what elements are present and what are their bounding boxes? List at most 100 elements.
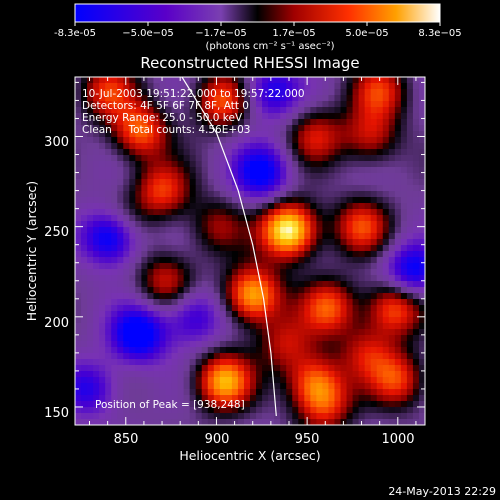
heatmap-cell: [388, 287, 396, 294]
heatmap-cell: [237, 89, 245, 96]
heatmap-cell: [177, 251, 185, 258]
heatmap-cell: [105, 413, 112, 420]
heatmap-cell: [159, 281, 167, 288]
heatmap-cell: [358, 191, 366, 198]
heatmap-cell: [268, 77, 275, 84]
heatmap-cell: [376, 401, 384, 408]
heatmap-cell: [213, 119, 221, 126]
heatmap-cell: [225, 113, 233, 120]
heatmap-cell: [171, 137, 179, 144]
heatmap-cell: [400, 317, 408, 324]
heatmap-cell: [123, 191, 130, 198]
heatmap-cell: [135, 245, 142, 252]
heatmap-cell: [394, 179, 402, 186]
heatmap-cell: [400, 203, 408, 210]
heatmap-cell: [93, 131, 100, 138]
heatmap-cell: [231, 167, 239, 174]
heatmap-cell: [358, 353, 366, 360]
heatmap-cell: [412, 113, 420, 120]
heatmap-cell: [280, 185, 287, 192]
heatmap-cell: [412, 239, 420, 246]
heatmap-cell: [123, 389, 130, 396]
heatmap-cell: [141, 137, 149, 144]
heatmap-cell: [111, 245, 118, 252]
heatmap-cell: [123, 131, 130, 138]
heatmap-cell: [207, 197, 215, 204]
heatmap-cell: [165, 407, 173, 414]
heatmap-cell: [141, 143, 149, 150]
heatmap-cell: [280, 305, 287, 312]
heatmap-cell: [237, 221, 245, 228]
heatmap-cell: [129, 107, 136, 114]
heatmap-cell: [147, 323, 155, 330]
heatmap-cell: [310, 167, 317, 174]
heatmap-cell: [418, 131, 425, 138]
heatmap-cell: [292, 335, 299, 342]
heatmap-cell: [268, 167, 275, 174]
heatmap-cell: [346, 419, 354, 425]
heatmap-cell: [268, 95, 275, 102]
heatmap-cell: [328, 125, 336, 132]
heatmap-cell: [111, 89, 118, 96]
heatmap-cell: [322, 125, 330, 132]
heatmap-cell: [298, 311, 305, 318]
heatmap-cell: [165, 323, 173, 330]
heatmap-cell: [99, 149, 106, 156]
heatmap-cell: [406, 77, 414, 84]
heatmap-cell: [177, 143, 185, 150]
heatmap-cell: [189, 329, 197, 336]
heatmap-cell: [105, 305, 112, 312]
heatmap-cell: [129, 125, 136, 132]
heatmap-cell: [280, 173, 287, 180]
heatmap-cell: [225, 77, 233, 84]
heatmap-cell: [412, 119, 420, 126]
heatmap-cell: [201, 95, 209, 102]
heatmap-cell: [406, 107, 414, 114]
heatmap-cell: [310, 137, 317, 144]
heatmap-cell: [316, 221, 324, 228]
heatmap-cell: [219, 275, 227, 282]
heatmap-cell: [340, 167, 348, 174]
heatmap-cell: [123, 371, 130, 378]
heatmap-cell: [153, 179, 161, 186]
heatmap-cell: [207, 203, 215, 210]
heatmap-cell: [352, 395, 360, 402]
heatmap-cell: [280, 281, 287, 288]
heatmap-cell: [219, 161, 227, 168]
heatmap-cell: [310, 95, 317, 102]
heatmap-cell: [111, 227, 118, 234]
heatmap-cell: [400, 167, 408, 174]
colorbar-tick-label-0: -8.3e-05: [54, 28, 96, 39]
heatmap-cell: [322, 161, 330, 168]
heatmap-cell: [328, 299, 336, 306]
heatmap-cell: [213, 185, 221, 192]
heatmap-cell: [129, 275, 136, 282]
heatmap-cell: [412, 383, 420, 390]
heatmap-cell: [93, 329, 100, 336]
heatmap-cell: [322, 311, 330, 318]
heatmap-cell: [316, 209, 324, 216]
heatmap-cell: [153, 203, 161, 210]
heatmap-cell: [81, 89, 88, 96]
heatmap-cell: [262, 143, 269, 150]
heatmap-cell: [418, 113, 425, 120]
heatmap-cell: [243, 227, 251, 234]
heatmap-cell: [406, 359, 414, 366]
heatmap-cell: [195, 353, 203, 360]
heatmap-cell: [262, 197, 269, 204]
heatmap-cell: [412, 107, 420, 114]
heatmap-cell: [388, 161, 396, 168]
heatmap-cell: [382, 401, 390, 408]
heatmap-cell: [219, 173, 227, 180]
heatmap-cell: [358, 251, 366, 258]
heatmap-cell: [268, 107, 275, 114]
heatmap-cell: [219, 383, 227, 390]
heatmap-cell: [412, 245, 420, 252]
heatmap-cell: [358, 317, 366, 324]
heatmap-cell: [243, 233, 251, 240]
heatmap-cell: [394, 365, 402, 372]
heatmap-cell: [250, 137, 257, 144]
heatmap-cell: [201, 353, 209, 360]
heatmap-cell: [256, 143, 263, 150]
heatmap-cell: [153, 215, 161, 222]
